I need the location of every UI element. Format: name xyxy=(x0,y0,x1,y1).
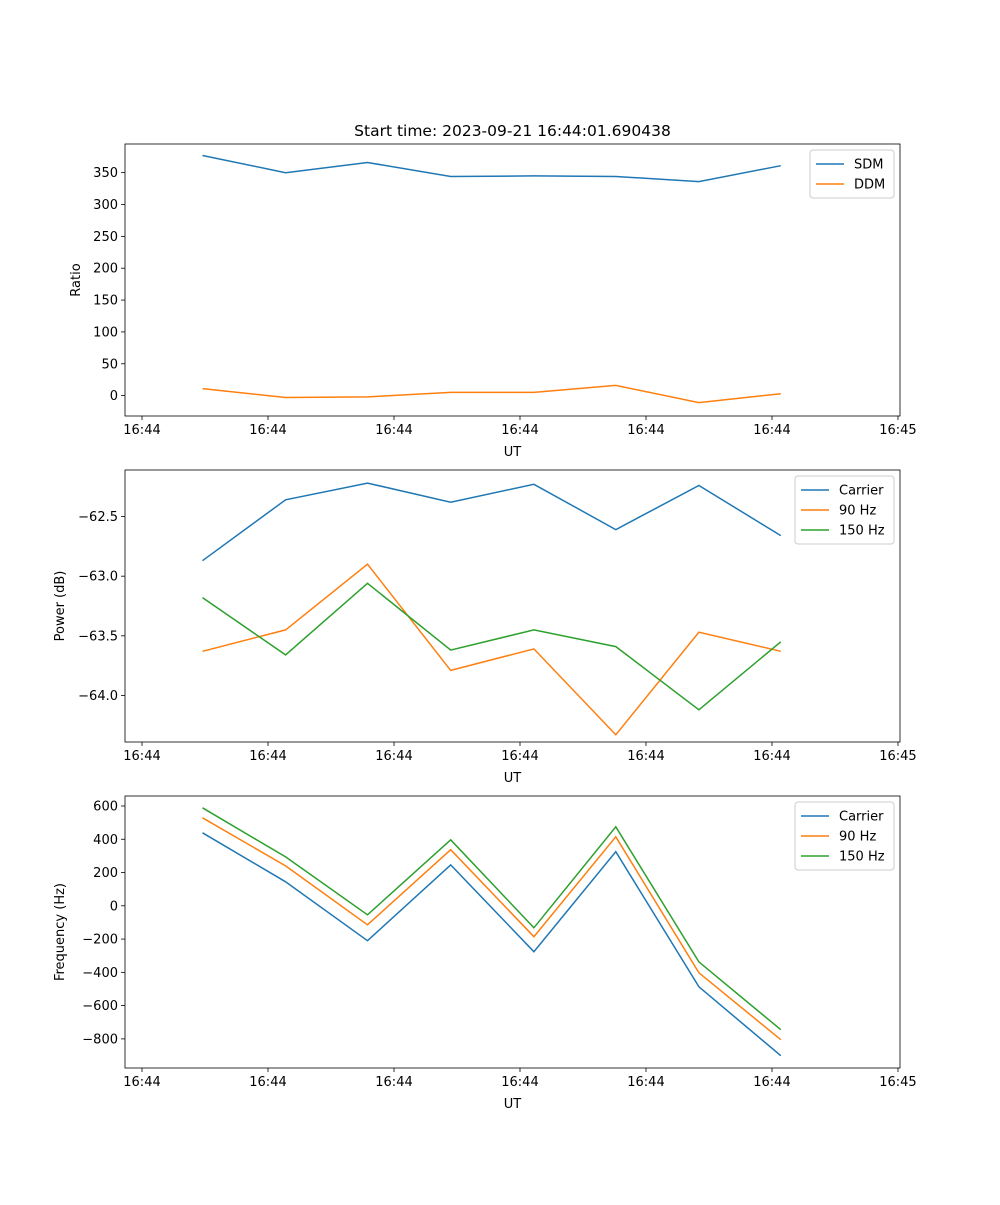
legend: SDM DDM xyxy=(809,149,895,199)
y-tick-label: 400 xyxy=(93,833,118,848)
axes-frame xyxy=(124,143,901,417)
legend: Carrier 90 Hz 150 Hz xyxy=(794,801,895,871)
chart-title: Start time: 2023-09-21 16:44:01.690438 xyxy=(354,122,671,140)
y-tick-label: −63.5 xyxy=(78,629,118,644)
legend-label: 90 Hz xyxy=(839,504,876,519)
legend-label: 90 Hz xyxy=(839,830,876,845)
x-tick-label: 16:44 xyxy=(249,749,286,764)
y-tick-label: −200 xyxy=(82,933,118,948)
x-tick-label: 16:44 xyxy=(501,423,538,438)
series-line-carrier xyxy=(202,832,782,1057)
x-axis-label: UT xyxy=(504,771,522,786)
subplot-3: 16:44 16:44 16:44 16:44 16:44 16:44 16:45 −800 −… xyxy=(53,795,917,1112)
legend-label: DDM xyxy=(854,178,885,193)
legend: Carrier 90 Hz 150 Hz xyxy=(794,475,895,545)
y-tick-label: −600 xyxy=(82,999,118,1014)
series-line-carrier xyxy=(202,482,782,562)
subplot-2: 16:44 16:44 16:44 16:44 16:44 16:44 16:45 −64.0… xyxy=(53,469,917,786)
series-line-150-hz xyxy=(202,582,782,711)
y-tick-label: 0 xyxy=(110,899,118,914)
series-line-150-hz xyxy=(202,807,782,1031)
legend-label: Carrier xyxy=(839,810,884,825)
y-tick-label: 0 xyxy=(110,389,118,404)
legend-label: 150 Hz xyxy=(839,524,885,539)
x-tick-label: 16:44 xyxy=(249,1075,286,1090)
x-tick-label: 16:44 xyxy=(753,423,790,438)
axes-frame xyxy=(124,469,901,743)
x-tick-label: 16:45 xyxy=(879,423,916,438)
x-tick-label: 16:45 xyxy=(879,1075,916,1090)
y-tick-label: 300 xyxy=(93,198,118,213)
y-tick-label: −800 xyxy=(82,1032,118,1047)
series-line-90-hz xyxy=(202,817,782,1041)
x-tick-label: 16:44 xyxy=(249,423,286,438)
y-tick-label: 50 xyxy=(101,357,118,372)
y-tick-label: 100 xyxy=(93,325,118,340)
subplot-1: 16:44 16:44 16:44 16:44 16:44 16:44 16:45 0 50 10… xyxy=(69,122,917,460)
y-tick-label: −400 xyxy=(82,966,118,981)
x-tick-label: 16:44 xyxy=(123,749,160,764)
y-tick-label: 200 xyxy=(93,262,118,277)
y-tick-label: −62.5 xyxy=(78,510,118,525)
x-tick-label: 16:44 xyxy=(627,1075,664,1090)
x-tick-label: 16:44 xyxy=(501,1075,538,1090)
y-tick-label: 200 xyxy=(93,866,118,881)
axes-frame xyxy=(124,795,901,1069)
series-line-90-hz xyxy=(202,563,781,736)
x-tick-label: 16:44 xyxy=(375,423,412,438)
legend-box xyxy=(794,475,895,545)
legend-box xyxy=(809,149,895,199)
legend-label: 150 Hz xyxy=(839,850,885,865)
x-axis-label: UT xyxy=(504,1097,522,1112)
y-tick-label: 250 xyxy=(93,230,118,245)
y-axis-label: Frequency (Hz) xyxy=(53,883,68,981)
x-tick-label: 16:44 xyxy=(375,1075,412,1090)
x-axis-label: UT xyxy=(504,445,522,460)
x-tick-label: 16:44 xyxy=(753,1075,790,1090)
x-tick-label: 16:44 xyxy=(375,749,412,764)
y-axis-label: Power (dB) xyxy=(53,571,68,642)
y-tick-label: −63.0 xyxy=(78,570,118,585)
x-tick-label: 16:44 xyxy=(501,749,538,764)
legend-label: SDM xyxy=(854,158,883,173)
x-tick-label: 16:44 xyxy=(753,749,790,764)
x-tick-label: 16:44 xyxy=(123,1075,160,1090)
x-tick-label: 16:44 xyxy=(627,423,664,438)
legend-box xyxy=(794,801,895,871)
x-tick-label: 16:45 xyxy=(879,749,916,764)
y-tick-label: 150 xyxy=(93,294,118,309)
y-axis-label: Ratio xyxy=(69,263,84,296)
legend-label: Carrier xyxy=(839,484,884,499)
series-line-sdm xyxy=(202,154,781,183)
y-tick-label: 350 xyxy=(93,166,118,181)
y-tick-label: 600 xyxy=(93,799,118,814)
x-tick-label: 16:44 xyxy=(123,423,160,438)
series-line-ddm xyxy=(202,384,781,404)
x-tick-label: 16:44 xyxy=(627,749,664,764)
y-tick-label: −64.0 xyxy=(78,689,118,704)
